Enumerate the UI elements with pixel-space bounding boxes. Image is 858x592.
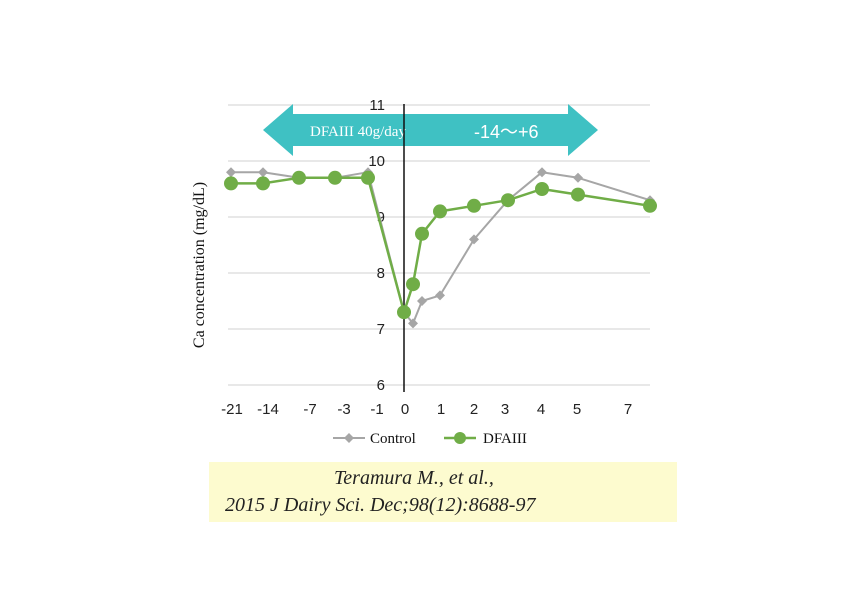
data-point	[535, 182, 549, 196]
data-point	[417, 296, 427, 306]
x-tick-label: 1	[437, 401, 445, 418]
circle-marker-icon	[454, 432, 466, 444]
y-axis-label: Ca concentration (mg/dL)	[191, 182, 208, 348]
x-tick-label: 3	[501, 401, 509, 418]
data-point	[433, 204, 447, 219]
x-tick-label: 7	[624, 401, 632, 418]
legend-label-control: Control	[370, 431, 416, 447]
x-tick-label: -1	[370, 401, 383, 418]
double-arrow-icon	[263, 104, 598, 156]
data-point	[361, 170, 375, 185]
x-tick-label: -7	[303, 401, 316, 418]
x-tick-label: 2	[470, 401, 478, 418]
data-point	[408, 318, 418, 329]
data-point	[537, 167, 547, 178]
y-tick-label: 10	[368, 153, 385, 170]
data-point	[292, 170, 306, 185]
y-tick-label: 8	[377, 265, 385, 282]
data-point	[258, 167, 268, 178]
legend: Control DFAIII	[333, 431, 527, 447]
citation-line-2: 2015 J Dairy Sci. Dec;98(12):8688-97	[225, 494, 536, 516]
data-point	[501, 193, 515, 208]
x-tick-label: -14	[257, 401, 279, 418]
y-tick-label: 6	[377, 377, 385, 394]
data-point	[328, 170, 342, 185]
x-axis-ticks: -21 -14 -7 -3 -1 0 1 2 3 4 5 7	[221, 401, 632, 418]
data-point	[415, 226, 429, 241]
dosing-banner: DFAIII 40g/day -14～+6	[263, 104, 598, 156]
data-point	[226, 167, 236, 178]
series-control	[226, 167, 655, 329]
citation-box: Teramura M., et al., 2015 J Dairy Sci. D…	[209, 462, 677, 522]
legend-control: Control	[333, 431, 416, 447]
x-tick-label: 0	[401, 401, 409, 418]
legend-label-dfaiii: DFAIII	[483, 431, 527, 447]
x-tick-label: -3	[337, 401, 350, 418]
data-point	[643, 198, 657, 213]
citation-line-1: Teramura M., et al.,	[334, 467, 494, 489]
banner-label: DFAIII 40g/day	[310, 124, 406, 140]
data-point	[467, 198, 481, 213]
diamond-marker-icon	[344, 433, 354, 443]
series-dfaiii	[224, 170, 657, 320]
data-point	[406, 277, 420, 292]
series-layer	[224, 167, 657, 329]
x-tick-label: 5	[573, 401, 581, 418]
gridlines	[228, 104, 650, 386]
y-axis-ticks: 6 7 8 9 10 11	[368, 97, 385, 394]
x-tick-label: 4	[537, 401, 545, 418]
data-point	[573, 172, 583, 183]
data-point	[435, 290, 445, 301]
data-point	[469, 234, 479, 245]
data-point	[256, 176, 270, 191]
banner-range: -14～+6	[474, 122, 539, 142]
legend-dfaiii: DFAIII	[444, 431, 527, 447]
data-point	[571, 187, 585, 202]
y-tick-label: 11	[369, 97, 385, 114]
data-point	[224, 176, 238, 191]
data-point	[397, 305, 411, 320]
x-tick-label: -21	[221, 401, 243, 418]
y-tick-label: 7	[377, 321, 385, 338]
y-tick-label: 9	[377, 209, 385, 226]
